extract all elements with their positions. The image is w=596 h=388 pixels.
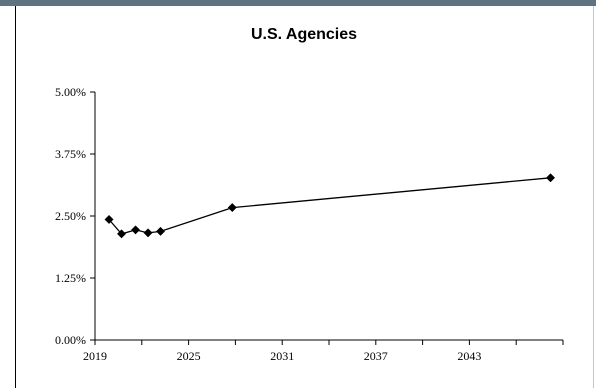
data-point-marker [545,173,556,183]
x-tick-label: 2037 [364,349,388,363]
x-tick-label: 2043 [457,349,481,363]
x-axis-ticks: 2019 2025 2031 2037 2043 [83,340,564,363]
x-tick-label: 2025 [177,349,201,363]
y-axis-ticks: 0.00% 1.25% 2.50% 3.75% 5.00% [55,85,95,347]
data-point-marker [104,214,114,225]
data-point-marker [116,229,127,239]
x-tick-label: 2031 [270,349,294,363]
x-tick-label: 2019 [83,349,107,363]
data-point-marker [155,226,166,236]
data-point-marker [131,225,141,235]
right-border [593,6,594,388]
series-line [108,177,551,235]
chart-title: U.S. Agencies [251,26,357,43]
window-top-bar [0,0,596,6]
y-tick-label: 5.00% [55,85,86,99]
y-tick-label: 3.75% [55,147,86,161]
y-tick-label: 2.50% [55,209,86,223]
left-border [15,6,16,388]
data-point-marker [143,228,153,238]
data-point-marker [227,203,237,213]
y-tick-label: 1.25% [55,271,86,285]
y-tick-label: 0.00% [55,333,86,347]
series-markers [104,173,556,239]
